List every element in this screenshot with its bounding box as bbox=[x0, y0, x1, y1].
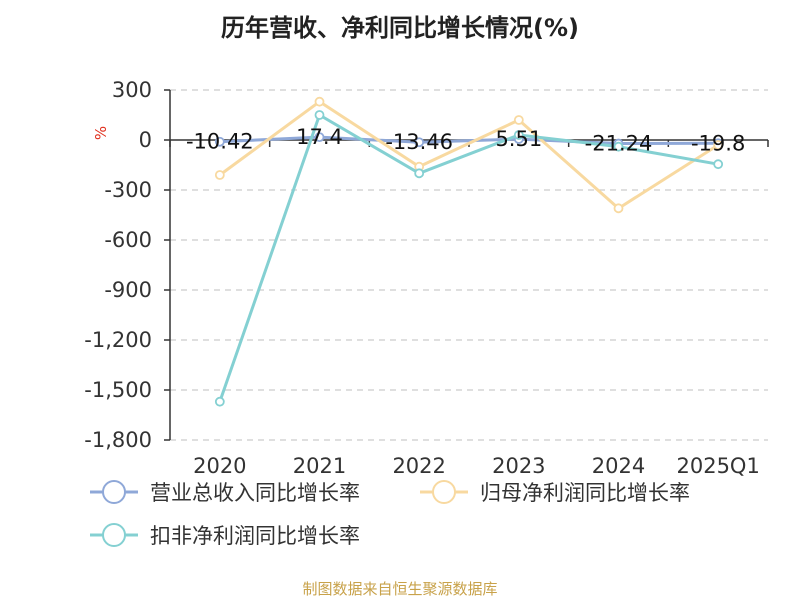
series-2-point bbox=[314, 96, 325, 107]
legend-marker-3 bbox=[102, 523, 126, 547]
series-3-point bbox=[513, 130, 524, 140]
data-label: -21.24 bbox=[585, 132, 653, 156]
data-label: -10.42 bbox=[186, 130, 254, 154]
x-tick-label: 2020 bbox=[193, 454, 246, 478]
series-2-point bbox=[214, 170, 225, 180]
series-3-point bbox=[214, 396, 225, 407]
legend-marker-1 bbox=[102, 480, 126, 504]
data-label: 17.4 bbox=[296, 125, 343, 149]
x-tick-label: 2025Q1 bbox=[676, 454, 759, 478]
series-1-point bbox=[314, 132, 325, 143]
legend-label-1: 营业总收入同比增长率 bbox=[150, 481, 360, 505]
y-tick-label: 0 bbox=[139, 128, 152, 152]
data-label: -19.8 bbox=[691, 131, 745, 155]
data-label: 5.51 bbox=[495, 127, 542, 151]
series-2-point bbox=[513, 115, 524, 125]
series-3-point bbox=[414, 168, 425, 179]
series-1-point bbox=[414, 137, 425, 148]
series-1-point bbox=[214, 136, 225, 147]
y-tick-label: -1,500 bbox=[84, 378, 152, 402]
data-label: -13.46 bbox=[385, 130, 453, 154]
y-tick-label: -1,200 bbox=[84, 328, 152, 352]
series-2-point bbox=[613, 203, 624, 214]
legend-marker-2 bbox=[432, 480, 456, 504]
y-tick-label: 300 bbox=[112, 78, 152, 102]
y-axis-unit: % bbox=[92, 126, 110, 140]
y-tick-label: -900 bbox=[104, 278, 152, 302]
x-tick-label: 2021 bbox=[293, 454, 346, 478]
legend-label-3: 扣非净利润同比增长率 bbox=[150, 524, 360, 548]
chart-title: 历年营收、净利同比增长情况(%) bbox=[221, 14, 579, 42]
x-tick-label: 2022 bbox=[392, 454, 445, 478]
y-tick-label: -1,800 bbox=[84, 428, 152, 452]
series-line-1 bbox=[219, 135, 719, 146]
series-3-point bbox=[713, 159, 724, 170]
series-3-point bbox=[314, 110, 325, 120]
legend-label-2: 归母净利润同比增长率 bbox=[480, 481, 690, 505]
series-line-3 bbox=[218, 113, 719, 403]
x-tick-label: 2023 bbox=[492, 454, 545, 478]
source-note: 制图数据来自恒生聚源数据库 bbox=[302, 580, 498, 598]
y-tick-label: -600 bbox=[104, 228, 152, 252]
series-3-point bbox=[613, 141, 624, 152]
x-tick-label: 2024 bbox=[592, 454, 645, 478]
series-2-point bbox=[713, 140, 724, 150]
y-tick-label: -300 bbox=[104, 178, 152, 202]
series-line-2 bbox=[218, 100, 719, 210]
